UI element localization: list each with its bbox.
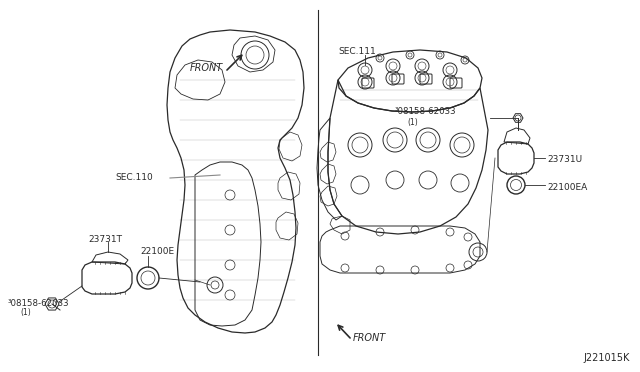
Text: 22100E: 22100E [140, 247, 174, 257]
Text: J221015K: J221015K [584, 353, 630, 363]
Text: FRONT: FRONT [190, 63, 223, 73]
Text: (1): (1) [407, 118, 418, 126]
Text: ³08158-62033: ³08158-62033 [8, 298, 70, 308]
Text: 22100EA: 22100EA [547, 183, 588, 192]
Text: SEC.110: SEC.110 [115, 173, 153, 183]
Text: 23731T: 23731T [88, 235, 122, 244]
Text: FRONT: FRONT [353, 333, 387, 343]
Text: ³08158-62033: ³08158-62033 [395, 108, 456, 116]
Text: (1): (1) [20, 308, 31, 317]
Text: SEC.111: SEC.111 [338, 48, 376, 57]
Text: 23731U: 23731U [547, 155, 582, 164]
